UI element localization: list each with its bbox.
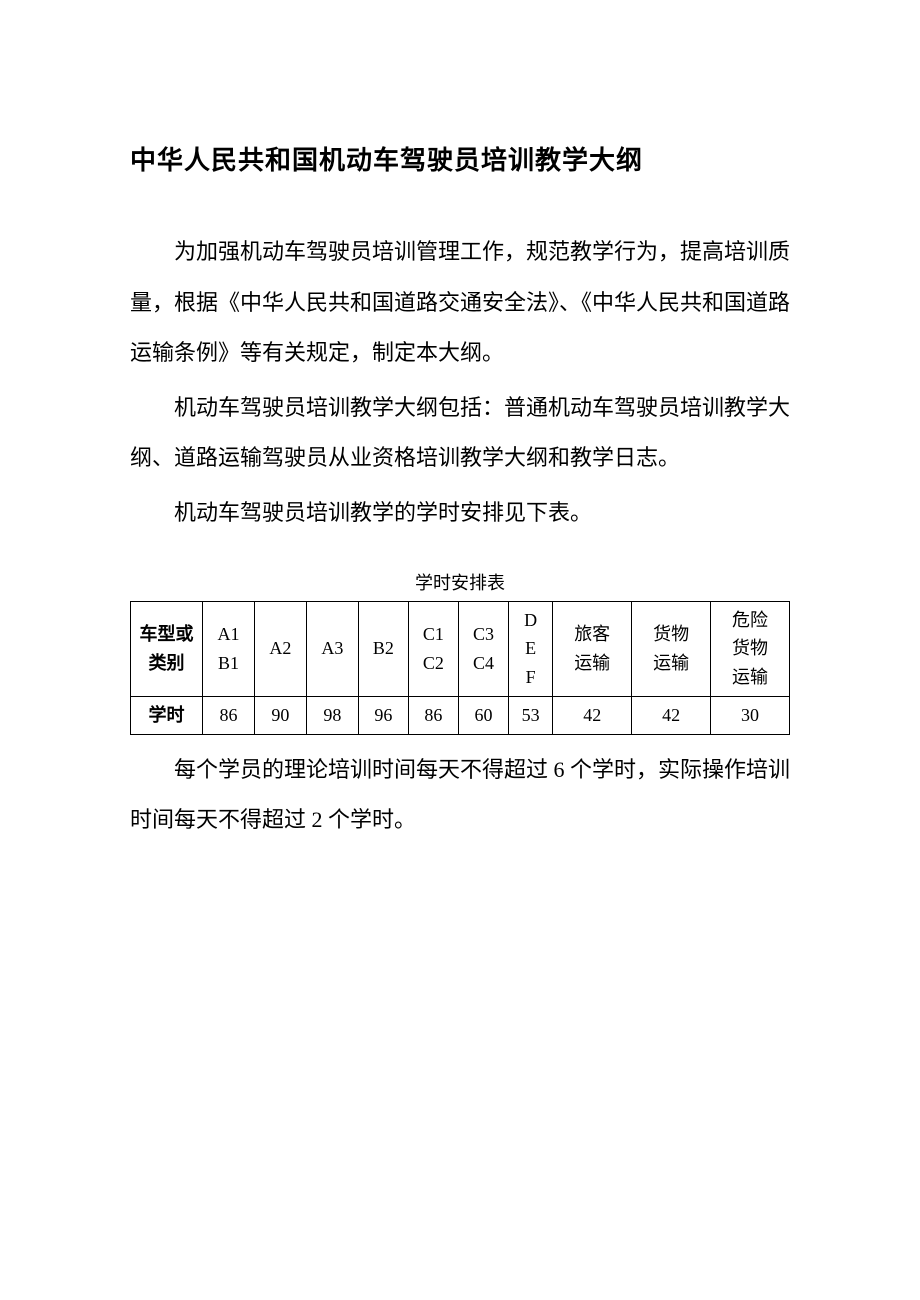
paragraph-2: 机动车驾驶员培训教学大纲包括：普通机动车驾驶员培训教学大纲、道路运输驾驶员从业资…	[130, 383, 790, 484]
paragraph-3: 机动车驾驶员培训教学的学时安排见下表。	[130, 488, 790, 539]
table-value-cell: 96	[358, 696, 408, 734]
table-value-cell: 98	[306, 696, 358, 734]
table-header-cell: C1C2	[408, 601, 458, 696]
table-header-cell: A3	[306, 601, 358, 696]
table-header-cell: C3C4	[458, 601, 508, 696]
table-header-cell: DEF	[509, 601, 553, 696]
paragraph-4: 每个学员的理论培训时间每天不得超过 6 个学时，实际操作培训时间每天不得超过 2…	[130, 745, 790, 846]
table-caption: 学时安排表	[130, 569, 790, 595]
table-header-cell: A2	[254, 601, 306, 696]
table-header-cell: B2	[358, 601, 408, 696]
document-title: 中华人民共和国机动车驾驶员培训教学大纲	[130, 140, 790, 177]
table-value-cell: 53	[509, 696, 553, 734]
table-value-cell: 60	[458, 696, 508, 734]
table-value-cell: 86	[203, 696, 255, 734]
paragraph-1: 为加强机动车驾驶员培训管理工作，规范教学行为，提高培训质量，根据《中华人民共和国…	[130, 227, 790, 379]
row-header-type: 车型或类别	[131, 601, 203, 696]
table-header-cell: 货物运输	[632, 601, 711, 696]
table-value-row: 学时 86 90 98 96 86 60 53 42 42 30	[131, 696, 790, 734]
table-header-cell: A1B1	[203, 601, 255, 696]
table-value-cell: 86	[408, 696, 458, 734]
table-header-row: 车型或类别 A1B1 A2 A3 B2 C1C2 C3C4 DEF 旅客运输 货…	[131, 601, 790, 696]
table-value-cell: 30	[711, 696, 790, 734]
table-value-cell: 42	[632, 696, 711, 734]
hours-table: 车型或类别 A1B1 A2 A3 B2 C1C2 C3C4 DEF 旅客运输 货…	[130, 601, 790, 735]
table-header-cell: 旅客运输	[553, 601, 632, 696]
row-header-hours: 学时	[131, 696, 203, 734]
table-value-cell: 42	[553, 696, 632, 734]
table-header-cell: 危险货物运输	[711, 601, 790, 696]
table-value-cell: 90	[254, 696, 306, 734]
